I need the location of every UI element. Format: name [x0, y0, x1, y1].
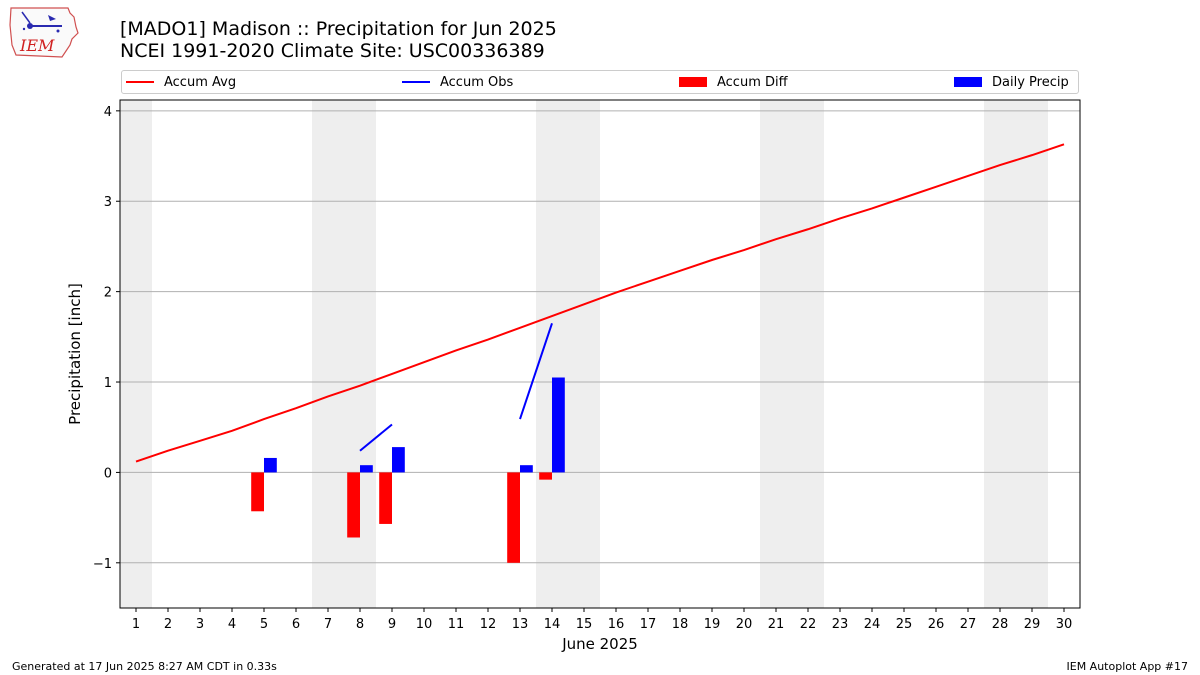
xtick-label-9: 9: [388, 617, 396, 632]
weekend-band-4: [760, 100, 824, 608]
xtick-label-16: 16: [608, 617, 625, 632]
legend-label-accum-avg: Accum Avg: [164, 74, 237, 90]
xtick-label-29: 29: [1024, 617, 1041, 632]
xtick-label-15: 15: [576, 617, 593, 632]
xtick-label-26: 26: [928, 617, 945, 632]
xtick-label-27: 27: [960, 617, 977, 632]
xtick-label-23: 23: [832, 617, 849, 632]
xtick-label-3: 3: [196, 617, 204, 632]
x-axis-label: June 2025: [561, 635, 638, 653]
xtick-label-24: 24: [864, 617, 881, 632]
iem-logo-text: IEM: [19, 36, 55, 55]
legend-swatch-accum-avg: [126, 81, 154, 83]
diff-bar-day-9: [379, 472, 392, 524]
chart-title-line2: NCEI 1991-2020 Climate Site: USC00336389: [120, 40, 545, 62]
ytick-label-2: 2: [104, 286, 112, 301]
footer-app: IEM Autoplot App #17: [1066, 660, 1189, 673]
xtick-label-19: 19: [704, 617, 721, 632]
xtick-label-4: 4: [228, 617, 236, 632]
legend-label-daily-precip: Daily Precip: [992, 74, 1069, 90]
xtick-label-20: 20: [736, 617, 753, 632]
xtick-label-10: 10: [416, 617, 433, 632]
xtick-label-17: 17: [640, 617, 657, 632]
xtick-label-14: 14: [544, 617, 561, 632]
diff-bar-day-5: [251, 472, 264, 512]
ytick-label-3: 3: [104, 195, 112, 210]
weekend-band-5: [984, 100, 1048, 608]
xtick-label-2: 2: [164, 617, 172, 632]
xtick-label-22: 22: [800, 617, 817, 632]
ytick-label-4: 4: [104, 105, 112, 120]
xtick-label-8: 8: [356, 617, 364, 632]
daily-bar-day-14: [552, 377, 565, 473]
daily-bar-day-9: [392, 447, 405, 473]
plot-frame: [119, 99, 1081, 609]
daily-bar-day-8: [360, 465, 373, 473]
weekend-band-1: [120, 100, 152, 608]
iem-logo: IEM: [9, 7, 79, 58]
xtick-label-7: 7: [324, 617, 332, 632]
xtick-label-12: 12: [480, 617, 497, 632]
xtick-label-28: 28: [992, 617, 1009, 632]
legend-label-accum-obs: Accum Obs: [440, 74, 514, 90]
legend-swatch-accum-obs: [402, 81, 430, 83]
diff-bar-day-14: [539, 472, 552, 480]
legend-item-accum-avg: Accum Avg: [126, 71, 236, 93]
legend-swatch-accum-diff: [679, 77, 707, 87]
xtick-label-30: 30: [1056, 617, 1073, 632]
y-axis-label: Precipitation [inch]: [66, 283, 84, 425]
legend: Accum Avg Accum Obs Accum Diff Daily Pre…: [121, 70, 1079, 94]
ytick-label-1: 1: [104, 376, 112, 391]
ytick-label--1: −1: [93, 557, 112, 572]
chart-title-line1: [MADO1] Madison :: Precipitation for Jun…: [120, 18, 557, 40]
xtick-label-11: 11: [448, 617, 465, 632]
ytick-label-0: 0: [104, 466, 112, 481]
diff-bar-day-8: [347, 472, 360, 538]
xtick-label-21: 21: [768, 617, 785, 632]
xtick-label-5: 5: [260, 617, 268, 632]
xtick-label-6: 6: [292, 617, 300, 632]
footer-generated: Generated at 17 Jun 2025 8:27 AM CDT in …: [12, 660, 277, 673]
weekend-band-2: [312, 100, 376, 608]
daily-bar-day-5: [264, 457, 277, 473]
legend-item-daily-precip: Daily Precip: [954, 71, 1069, 93]
weekend-band-3: [536, 100, 600, 608]
accum-obs-segment-1: [359, 423, 393, 452]
legend-label-accum-diff: Accum Diff: [717, 74, 788, 90]
xtick-label-13: 13: [512, 617, 529, 632]
diff-bar-day-13: [507, 472, 520, 563]
accum-obs-segment-2: [519, 322, 553, 420]
legend-swatch-daily-precip: [954, 77, 982, 87]
legend-item-accum-obs: Accum Obs: [402, 71, 513, 93]
daily-bar-day-13: [520, 465, 533, 473]
accum-avg-line: [135, 143, 1065, 463]
xtick-label-1: 1: [132, 617, 140, 632]
legend-item-accum-diff: Accum Diff: [679, 71, 788, 93]
xtick-label-18: 18: [672, 617, 689, 632]
xtick-label-25: 25: [896, 617, 913, 632]
